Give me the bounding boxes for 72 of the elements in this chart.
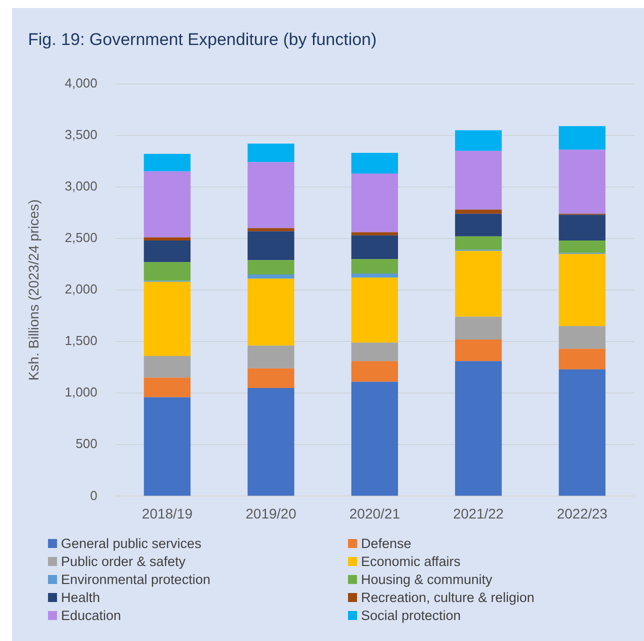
- bar: [351, 235, 398, 260]
- legend-label: Public order & safety: [61, 554, 186, 569]
- x-tick-label: 2020/21: [349, 505, 400, 522]
- y-tick-label: 500: [76, 436, 98, 452]
- x-tick-label: 2018/19: [142, 505, 193, 522]
- bar: [248, 368, 294, 388]
- bar: [351, 342, 398, 362]
- y-tick-label: 1,500: [64, 333, 98, 348]
- bar: [351, 232, 398, 236]
- bar: [558, 240, 606, 253]
- legend-label: Housing & community: [361, 572, 492, 587]
- bar: [248, 260, 294, 275]
- chart-title: Fig. 19: Government Expenditure (by function): [28, 30, 377, 50]
- y-tick-label: 4,000: [64, 75, 98, 90]
- bar: [248, 231, 294, 260]
- y-tick-label: 3,000: [64, 178, 98, 194]
- bar: [144, 262, 191, 281]
- legend-label: General public services: [61, 536, 202, 551]
- bar: [455, 361, 502, 496]
- bar: [455, 150, 502, 210]
- bar: [558, 126, 606, 150]
- bar: [558, 326, 606, 349]
- y-tick-label: 2,500: [64, 230, 98, 246]
- bar: [455, 339, 502, 362]
- bar: [455, 250, 502, 317]
- legend-label: Environmental protection: [61, 572, 210, 587]
- bar: [144, 282, 191, 356]
- bar: [558, 348, 606, 370]
- bar: [455, 130, 502, 151]
- bar: [248, 278, 294, 346]
- x-tick-label: 2022/23: [556, 505, 608, 522]
- legend-label: Defense: [361, 536, 412, 551]
- y-tick-label: 1,000: [64, 384, 98, 400]
- bar: [144, 171, 191, 238]
- bar: [351, 173, 398, 232]
- y-tick-label: 0: [90, 488, 98, 503]
- bar: [248, 346, 294, 368]
- legend-label: Health: [61, 590, 100, 605]
- bar: [455, 316, 502, 340]
- bar: [144, 154, 191, 172]
- bar: [558, 254, 606, 326]
- bar: [351, 274, 398, 278]
- bar: [144, 356, 191, 378]
- y-tick-label: 2,000: [64, 282, 98, 297]
- bar: [558, 150, 606, 214]
- legend-label: Education: [61, 608, 122, 623]
- legend-label: Economic affairs: [361, 554, 461, 569]
- legend-label: Recreation, culture & religion: [361, 590, 534, 605]
- bar: [558, 369, 606, 496]
- bar: [351, 278, 398, 343]
- bar: [558, 214, 606, 241]
- bar: [455, 236, 502, 250]
- bar: [455, 210, 502, 214]
- bar: [144, 237, 191, 241]
- legend-label: Social protection: [361, 608, 461, 623]
- bar: [351, 152, 398, 174]
- bar: [144, 397, 191, 496]
- y-tick-label: 3,500: [64, 126, 98, 142]
- bar: [248, 162, 294, 228]
- x-tick-label: 2019/20: [246, 505, 296, 522]
- bar: [351, 361, 398, 382]
- x-tick-label: 2021/22: [453, 505, 504, 522]
- bar: [351, 259, 398, 274]
- bar: [455, 214, 502, 236]
- y-axis-title: Ksh. Billions (2023/24 prices): [25, 199, 42, 381]
- bar: [351, 382, 398, 496]
- bar: [144, 240, 191, 262]
- bar: [248, 144, 294, 162]
- bar: [248, 228, 294, 232]
- bar: [248, 388, 294, 496]
- bar: [248, 274, 294, 279]
- bar: [144, 378, 191, 398]
